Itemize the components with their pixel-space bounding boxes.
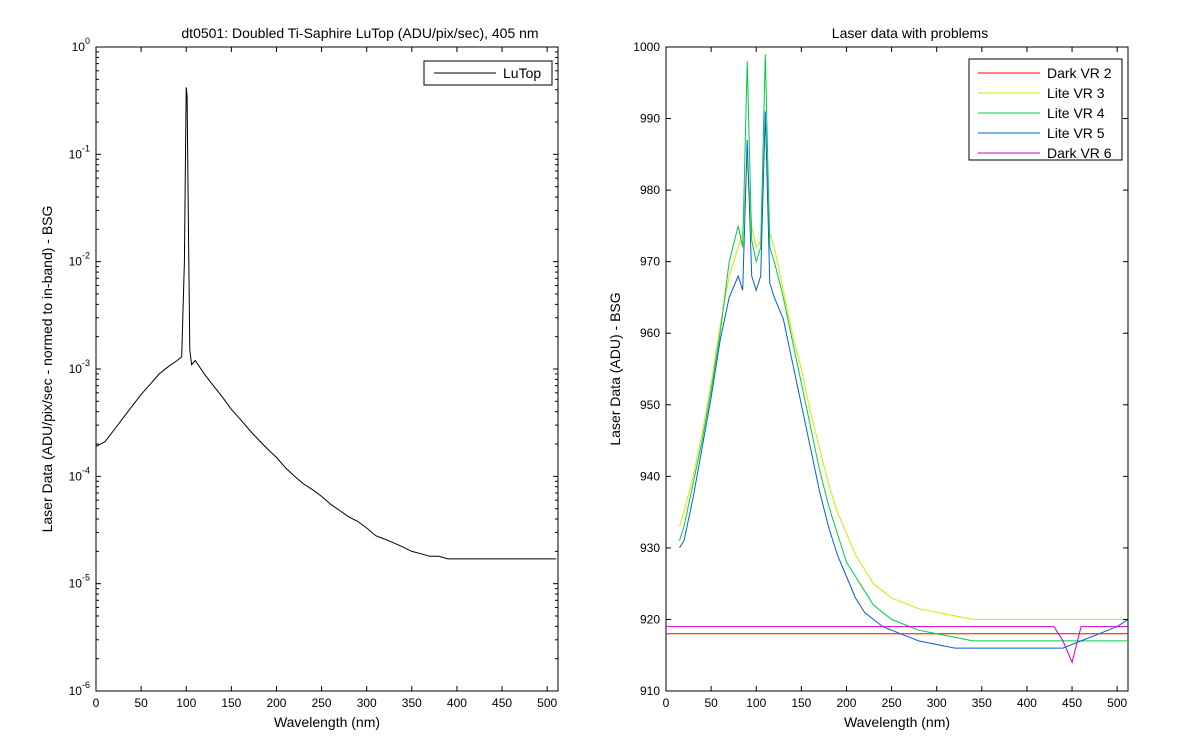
left-x-tick-label: 500 (537, 696, 557, 710)
left-chart-title: dt0501: Doubled Ti-Saphire LuTop (ADU/pi… (181, 25, 538, 41)
right-y-tick-label: 920 (640, 612, 660, 626)
right-legend-label-dark-vr-6: Dark VR 6 (1047, 145, 1112, 161)
left-y-tick-label: 10-2 (69, 251, 90, 269)
right-legend-label-lite-vr-3: Lite VR 3 (1047, 85, 1105, 101)
left-x-tick-label: 450 (492, 696, 512, 710)
right-legend-box (968, 58, 1123, 161)
right-legend: Dark VR 2 Lite VR 3 Lite VR 4 Lite VR 5 Dark… (968, 58, 1123, 161)
right-y-axis-label: Laser Data (ADU) - BSG (607, 292, 623, 445)
left-legend-label-lutop: LuTop (503, 65, 541, 81)
left-y-tick-label: 10-1 (69, 143, 90, 161)
right-x-axis-label: Wavelength (nm) (844, 714, 950, 730)
left-plot-frame (95, 46, 559, 692)
right-x-tick-label: 450 (1062, 696, 1082, 710)
right-chart-title: Laser data with problems (832, 25, 988, 41)
right-x-tick-label: 100 (746, 696, 766, 710)
right-y-tick-label: 970 (640, 255, 660, 269)
right-x-ticks: 0 50 100 150 200 250 300 350 400 450 500 (663, 47, 1128, 710)
left-y-axis-label: Laser Data (ADU/pix/sec - normed to in-b… (39, 206, 55, 533)
right-x-tick-label: 150 (791, 696, 811, 710)
left-x-axis-label: Wavelength (nm) (274, 714, 380, 730)
right-series-line-lite-vr-5 (679, 111, 1129, 649)
right-legend-label-dark-vr-2: Dark VR 2 (1047, 65, 1112, 81)
left-legend: LuTop (423, 60, 553, 86)
right-y-tick-label: 960 (640, 326, 660, 340)
left-y-tick-label: 10-3 (69, 358, 90, 376)
left-x-tick-label: 400 (447, 696, 467, 710)
right-x-tick-label: 500 (1107, 696, 1127, 710)
right-y-tick-label: 950 (640, 398, 660, 412)
right-x-tick-label: 0 (663, 696, 670, 710)
right-legend-label-lite-vr-5: Lite VR 5 (1047, 125, 1105, 141)
left-x-tick-label: 150 (221, 696, 241, 710)
left-x-tick-label: 250 (312, 696, 332, 710)
left-plot: 0 50 100 150 200 250 300 350 400 450 500 10-610-51… (39, 25, 559, 730)
right-x-tick-label: 350 (972, 696, 992, 710)
right-y-tick-label: 910 (640, 684, 660, 698)
left-series-group (95, 87, 557, 560)
right-x-tick-label: 400 (1017, 696, 1037, 710)
left-y-tick-label: 10-6 (69, 680, 90, 698)
right-x-tick-label: 300 (927, 696, 947, 710)
left-x-tick-label: 100 (176, 696, 196, 710)
left-x-tick-label: 300 (357, 696, 377, 710)
right-series-line-lite-vr-3 (679, 118, 1128, 620)
left-x-tick-label: 350 (402, 696, 422, 710)
left-y-tick-label: 10-4 (69, 465, 90, 483)
right-series-group (666, 54, 1129, 664)
right-y-ticks: 910 920 930 940 950 960 970 980 990 1000 (633, 40, 1128, 698)
right-plot: 0 50 100 150 200 250 300 350 400 450 500 910 920 930… (607, 25, 1129, 730)
left-x-tick-label: 0 (93, 696, 100, 710)
right-x-tick-label: 50 (704, 696, 718, 710)
right-y-tick-label: 930 (640, 541, 660, 555)
left-y-tick-label: 10-5 (69, 573, 90, 591)
right-y-tick-label: 940 (640, 469, 660, 483)
right-y-tick-label: 990 (640, 112, 660, 126)
right-legend-label-lite-vr-4: Lite VR 4 (1047, 105, 1105, 121)
right-plot-frame (665, 46, 1129, 692)
left-series-line-lutop (95, 87, 557, 560)
right-x-tick-label: 250 (882, 696, 902, 710)
left-y-ticks: 10-6 10-5 10-4 10-3 10-2 10-1 100 (69, 36, 558, 698)
right-series-line-dark-vr-6 (666, 626, 1128, 664)
right-y-tick-label: 980 (640, 183, 660, 197)
right-x-tick-label: 200 (836, 696, 856, 710)
left-y-tick-label: 100 (72, 36, 90, 54)
right-y-tick-label: 1000 (633, 40, 660, 54)
left-x-ticks: 0 50 100 150 200 250 300 350 400 450 500 (93, 47, 558, 710)
left-x-tick-label: 200 (266, 696, 286, 710)
left-x-tick-label: 50 (134, 696, 148, 710)
right-series-line-lite-vr-4 (679, 54, 1128, 642)
